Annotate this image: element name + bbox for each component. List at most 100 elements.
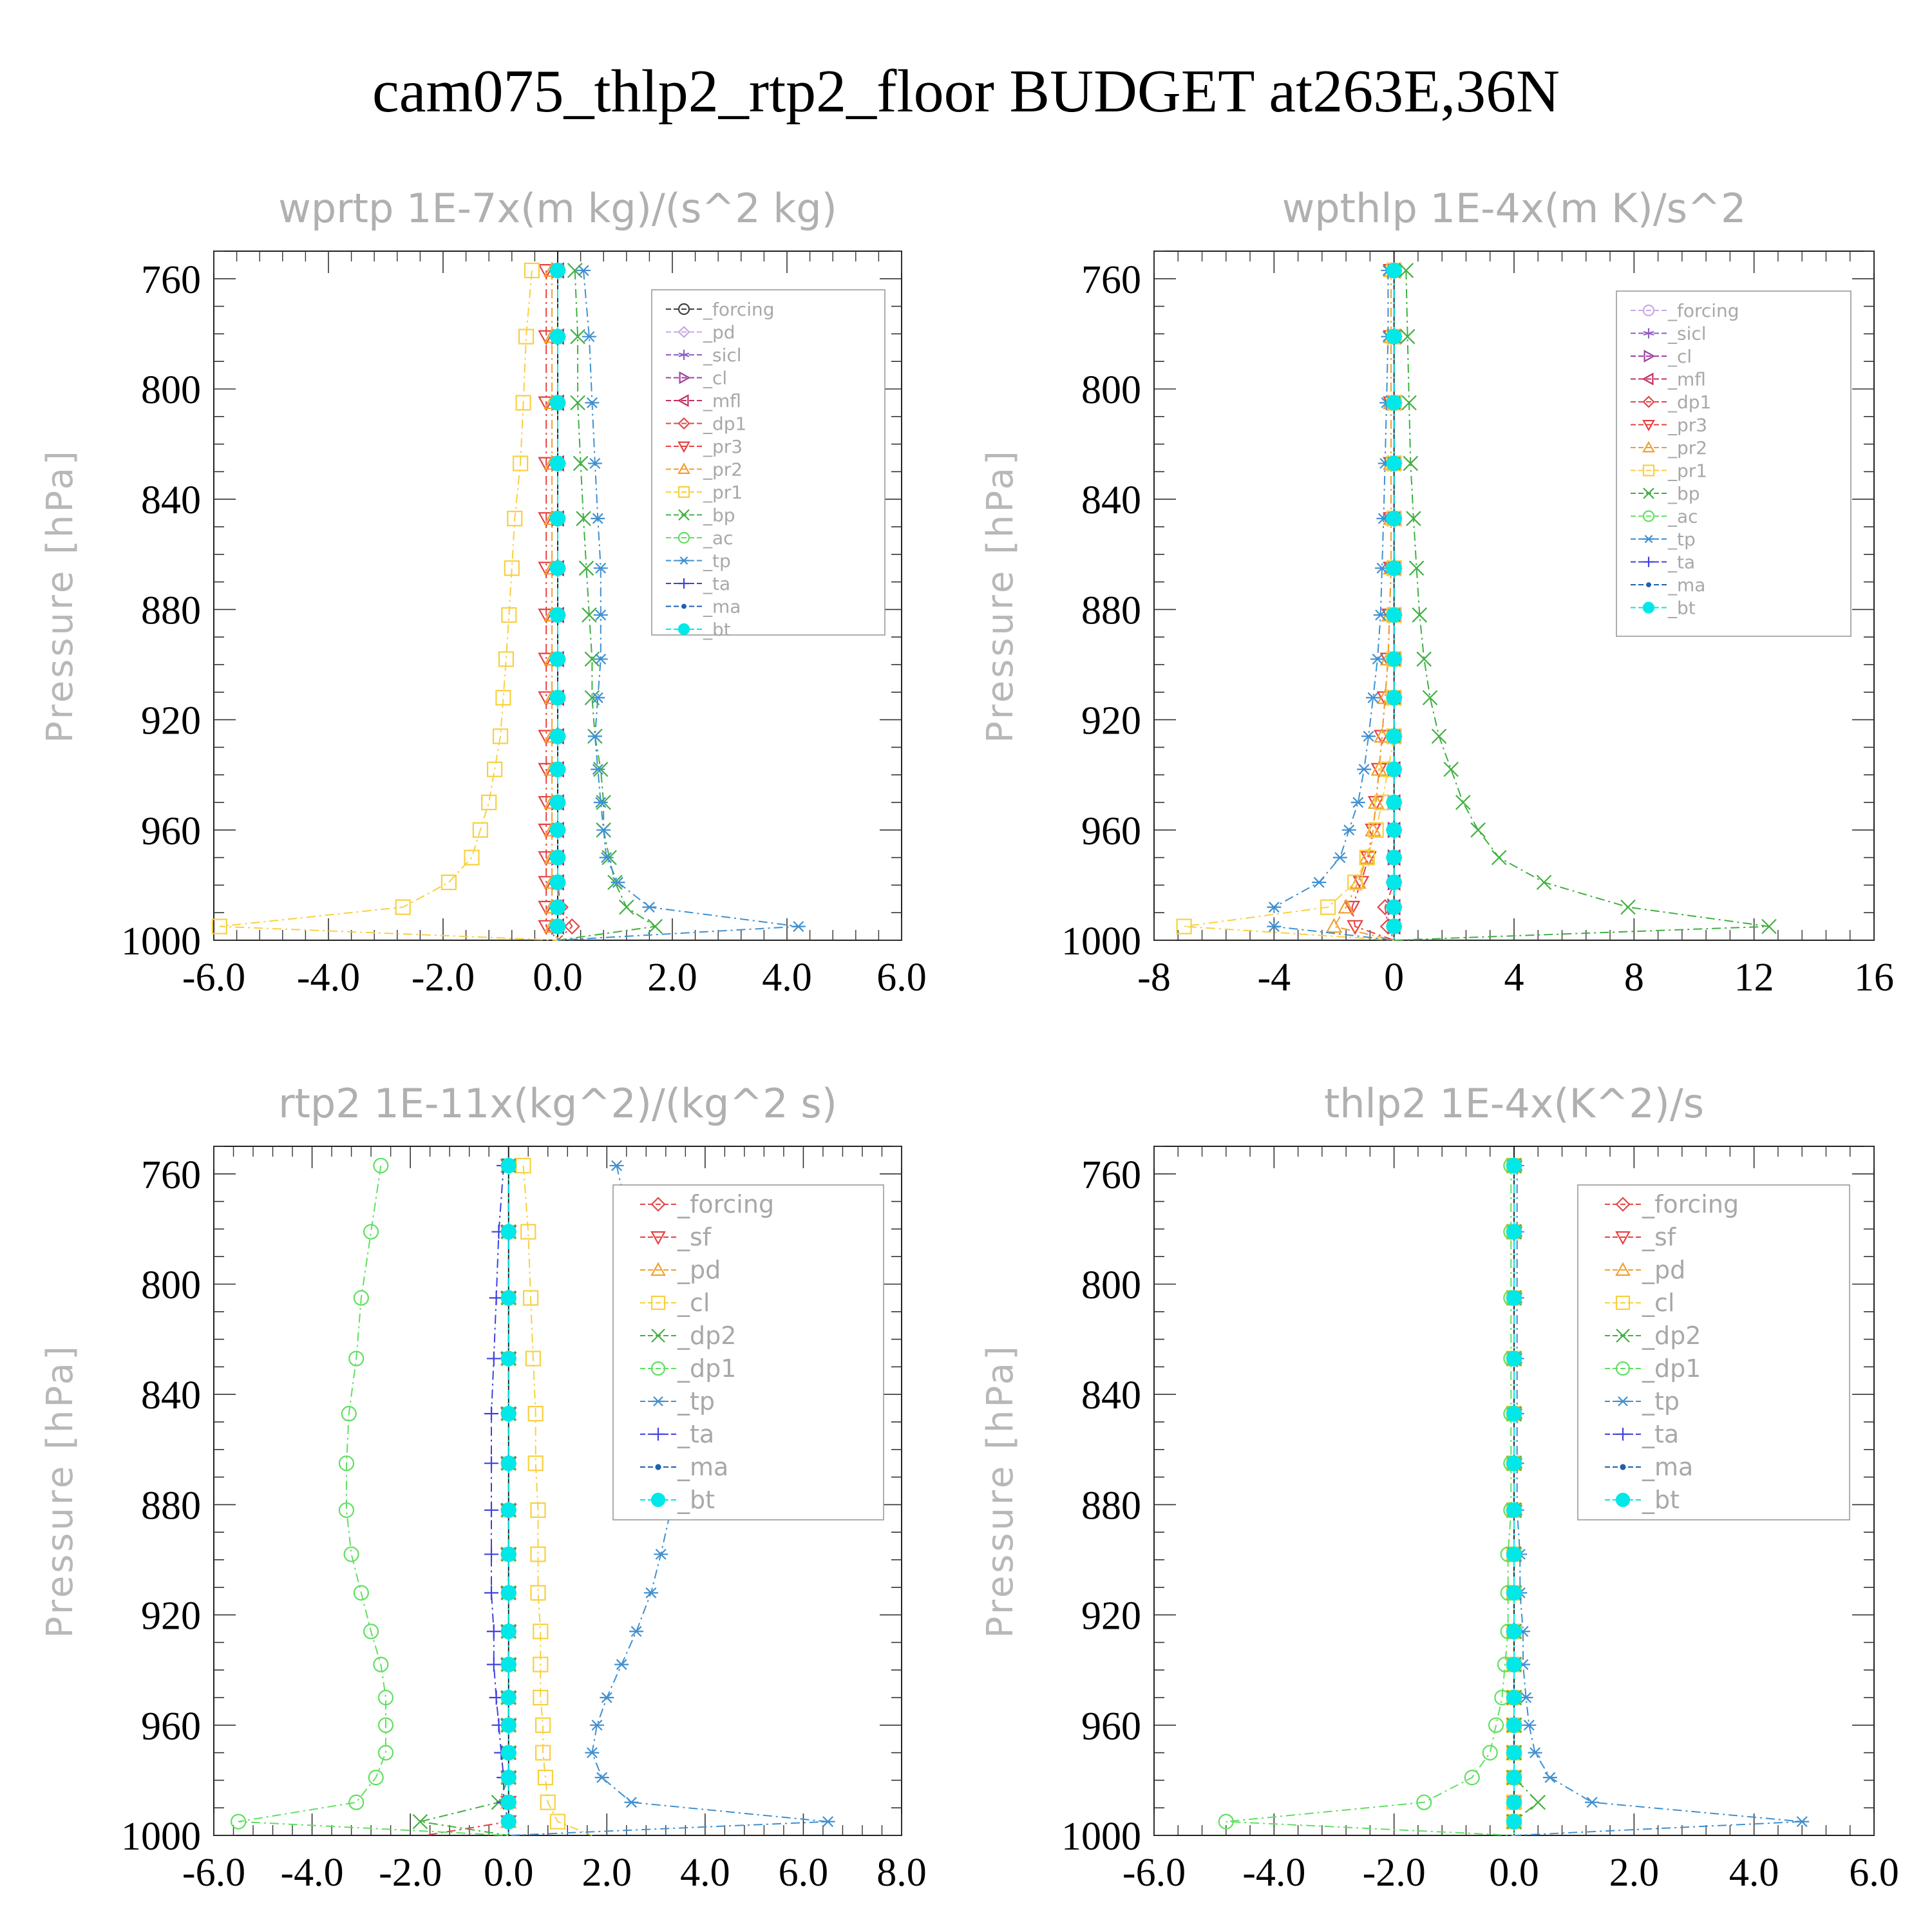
legend-label: _sicl [1667,323,1707,345]
x-tick-label: 2.0 [582,1851,632,1895]
series-dp2 [412,1158,516,1836]
series-line [557,270,573,941]
legend-marker [1642,440,1655,453]
series-line [1273,270,1394,941]
data-point [412,1814,428,1830]
data-point [1412,607,1428,623]
data-point [484,1547,499,1562]
legend-box [651,289,886,636]
legend: _forcing _sf _pd _cl _dp2 _dp1 _tp _ta _ma _bt [1577,1184,1850,1520]
series-line [1513,1166,1803,1836]
data-point [1506,1502,1522,1519]
data-point [1506,1455,1522,1472]
series-line [420,1166,509,1836]
y-tick-label: 840 [141,1374,201,1417]
x-tick-label: 4.0 [680,1851,730,1895]
x-tick-label: 6.0 [1849,1851,1899,1895]
legend-marker [1643,535,1654,544]
data-point [1795,1816,1810,1828]
data-point [504,560,520,576]
legend-label: _dp1 [703,413,746,435]
y-tick-label: 1000 [1061,920,1141,963]
data-point [525,1350,541,1367]
x-tick-label: -2.0 [412,956,475,999]
data-point [1386,918,1402,934]
legend-label: _pd [1642,1256,1685,1284]
data-point [535,1717,551,1733]
legend-label: _ma [1642,1453,1693,1481]
data-point [363,1624,379,1640]
x-tick-label: -4 [1258,956,1291,999]
plot-frame [213,1146,902,1836]
legend-marker [677,531,690,544]
data-point [1431,728,1447,744]
series-line [238,1165,509,1836]
legend-label: _dp2 [677,1321,736,1350]
legend-label: _tp [1667,529,1696,550]
data-point [377,1717,394,1733]
data-point [549,607,566,623]
data-point [1386,849,1402,866]
data-point [538,823,555,839]
y-tick-label: 960 [141,810,201,853]
data-point [1325,918,1343,933]
data-point [576,511,591,526]
legend-marker [650,1231,666,1245]
data-point [549,918,566,934]
x-tick-label: -4.0 [1242,1851,1305,1895]
x-tick-label: -2.0 [379,1851,442,1895]
data-point [549,511,566,527]
series-line [1394,270,1770,941]
data-point [522,1290,539,1306]
data-point [564,918,580,935]
data-point [1506,1814,1522,1830]
legend-label: _mfl [1667,369,1706,390]
data-point [1370,653,1385,665]
legend-marker [1615,1492,1631,1508]
legend-marker [1642,372,1654,386]
data-point [538,876,555,891]
x-tick-label: -4.0 [297,956,360,999]
data-point [1359,849,1375,866]
data-point [538,562,555,577]
y-axis-label: Pressure [hPa] [39,1343,81,1638]
data-point [593,797,608,808]
data-point [549,794,566,811]
data-point [486,1351,501,1366]
legend-marker [1643,328,1654,339]
series-line [557,270,658,941]
data-point [591,513,605,524]
data-point [593,653,608,665]
data-point [549,875,566,891]
series-sf [424,1159,517,1836]
data-point [538,512,555,527]
legend-label: _forcing [1667,300,1739,321]
x-tick-label: 2.0 [1609,1851,1660,1895]
data-point [1464,1770,1480,1786]
data-point [1386,761,1402,777]
legend: _forcing_sicl_cl_mfl_dp1_pr3_pr2_pr1_bp_… [1616,290,1852,637]
page-title: cam075_thlp2_rtp2_floor BUDGET at263E,36… [372,58,1560,125]
x-tick-label: -2.0 [1363,1851,1426,1895]
data-point [500,1502,516,1519]
data-point [1367,793,1385,809]
data-point [573,455,589,471]
series-dp1 [549,262,580,941]
series-bt [549,262,566,940]
data-point [549,849,566,866]
data-point [1506,1745,1522,1761]
legend-marker [655,1464,661,1470]
y-tick-label: 880 [141,589,201,632]
data-point [1320,899,1336,915]
data-point [1358,849,1376,864]
data-point [533,1624,549,1640]
y-tick-label: 800 [141,1264,201,1307]
series-pr1 [211,262,558,941]
panel-title: wpthlp 1E-4x(m K)/s^2 [1282,185,1747,232]
legend-label: _dp1 [1642,1354,1701,1383]
data-point [1528,1747,1542,1759]
data-point [348,1350,365,1367]
data-point [500,1794,516,1810]
x-tick-label: 8 [1624,956,1644,999]
